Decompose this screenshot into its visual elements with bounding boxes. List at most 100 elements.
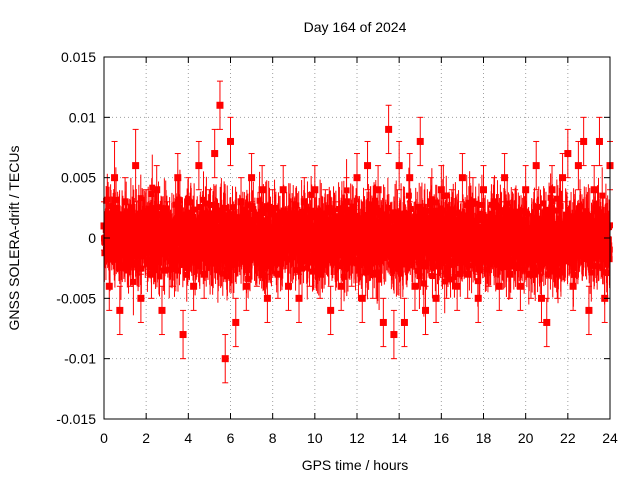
noise-point [121, 225, 128, 232]
noise-point [504, 200, 511, 207]
noise-point [242, 242, 249, 249]
noise-point [455, 210, 462, 217]
noise-point [189, 256, 196, 263]
noise-point [549, 198, 556, 205]
noise-point [407, 205, 414, 212]
noise-point [522, 220, 529, 227]
noise-point [145, 260, 151, 267]
noise-point [229, 204, 236, 211]
noise-point [220, 218, 227, 225]
noise-point [173, 216, 180, 223]
noise-point [268, 263, 275, 270]
noise-point [416, 203, 423, 210]
noise-point [184, 264, 191, 271]
noise-point [107, 256, 114, 263]
noise-point [292, 249, 299, 256]
noise-point [125, 211, 132, 218]
noise-point [534, 267, 541, 274]
noise-point [181, 246, 188, 253]
noise-point [564, 215, 571, 222]
noise-point [460, 212, 467, 219]
noise-point [200, 196, 207, 203]
noise-point [119, 211, 126, 218]
noise-point [401, 210, 408, 217]
noise-point [424, 214, 431, 221]
noise-point [147, 220, 154, 227]
noise-point [415, 250, 422, 257]
noise-point [531, 215, 538, 222]
noise-point [439, 207, 446, 214]
noise-point [553, 195, 560, 202]
noise-point [475, 223, 482, 230]
noise-point [130, 278, 137, 285]
noise-point [207, 201, 214, 208]
noise-point [506, 207, 513, 214]
noise-point [224, 260, 231, 267]
noise-point [239, 206, 246, 213]
noise-point [355, 267, 362, 274]
noise-point [466, 255, 473, 262]
noise-point [550, 226, 557, 233]
noise-point [266, 203, 273, 210]
noise-point [304, 206, 311, 213]
noise-point [434, 213, 441, 220]
noise-point [554, 207, 561, 214]
noise-point [542, 206, 549, 213]
noise-point [364, 266, 371, 273]
noise-point [371, 206, 378, 213]
noise-point [340, 203, 347, 210]
noise-point [172, 201, 179, 208]
noise-point [197, 204, 204, 211]
noise-point [262, 220, 269, 227]
noise-point [547, 194, 554, 201]
noise-point [166, 266, 173, 273]
noise-point [139, 249, 146, 256]
noise-point [149, 184, 156, 191]
noise-point [137, 195, 144, 202]
noise-point [416, 260, 423, 267]
noise-point [122, 262, 129, 269]
noise-point [256, 254, 263, 261]
noise-point [298, 208, 305, 215]
noise-point [332, 259, 339, 266]
noise-point [308, 191, 315, 198]
noise-point [532, 271, 539, 278]
noise-point [548, 204, 555, 211]
noise-point [213, 202, 220, 209]
noise-point [377, 212, 384, 219]
noise-point [374, 271, 381, 278]
noise-point [148, 191, 155, 198]
noise-point [447, 220, 454, 227]
noise-point [260, 210, 267, 217]
noise-point [450, 206, 457, 213]
noise-point [253, 255, 260, 262]
noise-point [183, 271, 190, 278]
noise-point [306, 215, 313, 222]
noise-point [279, 219, 286, 226]
noise-point [352, 256, 359, 263]
noise-point [447, 276, 454, 283]
noise-point [397, 270, 404, 277]
noise-point [174, 208, 181, 215]
noise-point [420, 280, 427, 287]
noise-point [126, 217, 133, 224]
noise-point [113, 205, 120, 212]
noise-point [189, 243, 195, 250]
noise-point [418, 248, 425, 255]
noise-point [138, 265, 145, 272]
noise-point [443, 192, 450, 199]
noise-point [487, 247, 494, 254]
noise-point [376, 276, 383, 283]
noise-point [256, 197, 263, 204]
noise-point [363, 262, 370, 269]
noise-point [468, 262, 475, 269]
noise-point [557, 269, 564, 276]
noise-point [191, 206, 198, 213]
noise-point [384, 205, 391, 212]
noise-point [277, 209, 283, 216]
noise-point [203, 200, 210, 207]
noise-point [544, 225, 551, 232]
noise-point [405, 192, 412, 199]
noise-point [203, 259, 210, 266]
